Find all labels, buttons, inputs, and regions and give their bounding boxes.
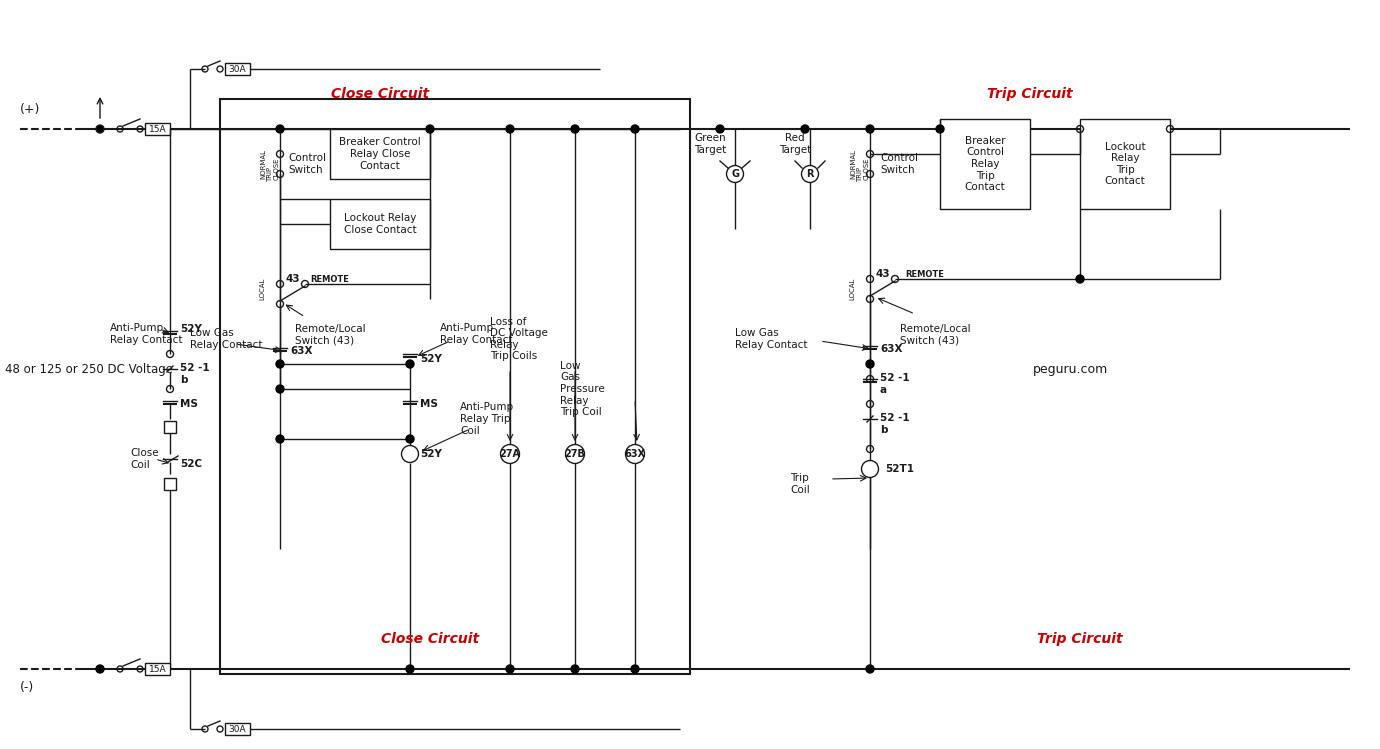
- Text: G: G: [731, 169, 740, 179]
- Text: Lockout
Relay
Trip
Contact: Lockout Relay Trip Contact: [1104, 142, 1145, 187]
- Text: NORMAL: NORMAL: [259, 149, 266, 179]
- Text: 52C: 52C: [179, 459, 201, 469]
- Text: Low
Gas
Pressure
Relay
Trip Coil: Low Gas Pressure Relay Trip Coil: [560, 361, 604, 417]
- Text: Close
Coil: Close Coil: [130, 448, 159, 470]
- Text: Breaker Control
Relay Close
Contact: Breaker Control Relay Close Contact: [339, 137, 421, 171]
- Text: Trip Circuit: Trip Circuit: [1038, 632, 1123, 646]
- Text: Anti-Pump
Relay Trip
Coil: Anti-Pump Relay Trip Coil: [460, 402, 515, 436]
- Text: LOCAL: LOCAL: [849, 278, 856, 300]
- Text: Control
Switch: Control Switch: [880, 154, 918, 175]
- Circle shape: [276, 360, 284, 368]
- Circle shape: [571, 665, 580, 673]
- Circle shape: [97, 125, 104, 133]
- Circle shape: [501, 444, 519, 464]
- Text: 63X: 63X: [880, 344, 903, 354]
- Circle shape: [97, 665, 104, 673]
- Bar: [219, 99, 690, 674]
- Text: 30A: 30A: [229, 64, 246, 73]
- Text: Control
Switch: Control Switch: [288, 154, 326, 175]
- Text: Remote/Local
Switch (43): Remote/Local Switch (43): [295, 324, 366, 345]
- Text: REMOTE: REMOTE: [905, 270, 944, 279]
- Text: peguru.com: peguru.com: [1032, 363, 1108, 375]
- Bar: [145, 663, 170, 675]
- Text: CLOSE: CLOSE: [275, 158, 280, 181]
- Bar: [225, 63, 250, 75]
- Text: (+): (+): [19, 103, 40, 115]
- Bar: [164, 421, 177, 433]
- Circle shape: [631, 665, 639, 673]
- Text: MS: MS: [179, 399, 197, 409]
- Text: 52 -1
b: 52 -1 b: [179, 363, 210, 385]
- Circle shape: [800, 125, 809, 133]
- Text: Trip
Coil: Trip Coil: [789, 473, 810, 495]
- Text: 30A: 30A: [229, 724, 246, 733]
- Bar: [330, 199, 431, 249]
- Circle shape: [276, 385, 284, 393]
- Text: Lockout Relay
Close Contact: Lockout Relay Close Contact: [344, 213, 417, 234]
- Circle shape: [506, 665, 513, 673]
- Text: Low Gas
Relay Contact: Low Gas Relay Contact: [190, 328, 262, 350]
- Circle shape: [1076, 275, 1085, 283]
- Text: Low Gas
Relay Contact: Low Gas Relay Contact: [736, 328, 807, 350]
- Bar: [145, 123, 170, 135]
- Text: 63X: 63X: [625, 449, 646, 459]
- Circle shape: [867, 125, 874, 133]
- Text: Red
Target: Red Target: [778, 133, 811, 155]
- Text: Green
Target: Green Target: [694, 133, 726, 155]
- Text: 27A: 27A: [500, 449, 520, 459]
- Text: 52Y: 52Y: [179, 324, 201, 334]
- Text: Trip Circuit: Trip Circuit: [987, 87, 1072, 101]
- Text: Close Circuit: Close Circuit: [331, 87, 429, 101]
- Circle shape: [867, 665, 874, 673]
- Circle shape: [716, 125, 724, 133]
- Circle shape: [406, 665, 414, 673]
- Text: 52 -1
b: 52 -1 b: [880, 413, 909, 435]
- Text: TRIP: TRIP: [857, 166, 862, 181]
- Text: 63X: 63X: [290, 346, 312, 356]
- Text: 15A: 15A: [149, 124, 167, 133]
- Bar: [225, 723, 250, 735]
- Text: 43: 43: [286, 274, 299, 284]
- Text: LOCAL: LOCAL: [259, 278, 265, 300]
- Bar: [940, 119, 1029, 209]
- Circle shape: [566, 444, 585, 464]
- Bar: [1081, 119, 1170, 209]
- Circle shape: [402, 446, 418, 462]
- Circle shape: [406, 435, 414, 443]
- Circle shape: [861, 461, 879, 478]
- Text: Close Circuit: Close Circuit: [381, 632, 479, 646]
- Circle shape: [867, 360, 874, 368]
- Text: 43: 43: [875, 269, 890, 279]
- Text: 52 -1
a: 52 -1 a: [880, 373, 909, 395]
- Circle shape: [426, 125, 433, 133]
- Circle shape: [406, 360, 414, 368]
- Text: Anti-Pump
Relay Contact: Anti-Pump Relay Contact: [440, 324, 512, 345]
- Circle shape: [936, 125, 944, 133]
- Text: TRIP: TRIP: [266, 166, 273, 181]
- Text: 52T1: 52T1: [885, 464, 914, 474]
- Text: (-): (-): [19, 681, 34, 694]
- Circle shape: [506, 125, 513, 133]
- Text: Loss of
DC Voltage
Relay
Trip Coils: Loss of DC Voltage Relay Trip Coils: [490, 317, 548, 362]
- Circle shape: [625, 444, 644, 464]
- Text: MS: MS: [420, 399, 437, 409]
- Circle shape: [571, 125, 580, 133]
- Text: Breaker
Control
Relay
Trip
Contact: Breaker Control Relay Trip Contact: [965, 136, 1006, 192]
- Text: 52Y: 52Y: [420, 354, 442, 364]
- Circle shape: [276, 125, 284, 133]
- Text: 52Y: 52Y: [420, 449, 442, 459]
- Text: 27B: 27B: [564, 449, 585, 459]
- Text: 48 or 125 or 250 DC Voltage: 48 or 125 or 250 DC Voltage: [6, 363, 172, 375]
- Text: CLOSE: CLOSE: [864, 158, 869, 181]
- Text: R: R: [806, 169, 814, 179]
- Circle shape: [631, 125, 639, 133]
- Text: Remote/Local
Switch (43): Remote/Local Switch (43): [900, 324, 970, 345]
- Circle shape: [276, 435, 284, 443]
- Text: NORMAL: NORMAL: [850, 149, 856, 179]
- Bar: [164, 478, 177, 490]
- Text: 15A: 15A: [149, 664, 167, 673]
- Text: Anti-Pump
Relay Contact: Anti-Pump Relay Contact: [110, 324, 182, 345]
- Text: REMOTE: REMOTE: [310, 274, 349, 284]
- Bar: [330, 129, 431, 179]
